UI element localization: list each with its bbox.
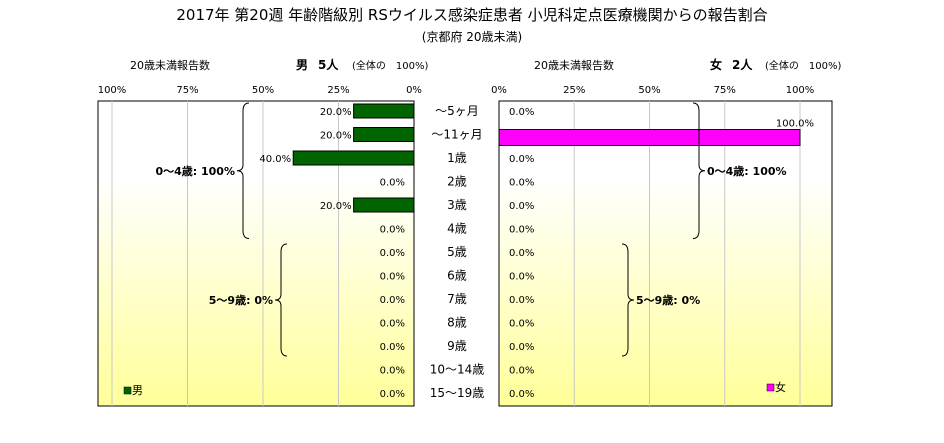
- male-bar: [353, 127, 415, 142]
- right-header-sex: 女: [710, 57, 722, 72]
- category-label: 5歳: [447, 245, 467, 259]
- female-data-label: 0.0%: [509, 319, 534, 330]
- chart-subtitle: (京都府 20歳未満): [422, 29, 522, 44]
- male-data-label: 0.0%: [380, 248, 405, 259]
- male-data-label: 0.0%: [380, 178, 405, 189]
- right-tick-label: 50%: [638, 85, 660, 96]
- male-data-label: 20.0%: [320, 201, 352, 212]
- left-tick-label: 100%: [98, 85, 127, 96]
- right-tick-label: 0%: [491, 85, 507, 96]
- male-data-label: 0.0%: [380, 389, 405, 400]
- female-data-label: 0.0%: [509, 201, 534, 212]
- male-data-label: 0.0%: [380, 225, 405, 236]
- legend-label-male: 男: [132, 384, 143, 397]
- category-label: 7歳: [447, 292, 467, 306]
- male-data-label: 20.0%: [320, 131, 352, 142]
- right-header-label: 20歳未満報告数: [534, 59, 614, 72]
- female-data-label: 0.0%: [509, 178, 534, 189]
- right-tick-label: 25%: [563, 85, 585, 96]
- right-group-label: 5～9歳: 0%: [636, 293, 700, 307]
- female-bar: [498, 129, 801, 146]
- left-plot-area: [97, 100, 415, 407]
- female-data-label: 100.0%: [776, 119, 814, 130]
- female-data-label: 0.0%: [509, 248, 534, 259]
- male-bar: [292, 150, 415, 166]
- female-data-label: 0.0%: [509, 225, 534, 236]
- female-data-label: 0.0%: [509, 389, 534, 400]
- left-header-count: 5人: [318, 57, 339, 72]
- category-label: ～11ヶ月: [431, 128, 482, 142]
- category-label: 10～14歳: [430, 363, 485, 377]
- right-group-brace: [692, 102, 706, 239]
- male-bar: [353, 197, 415, 213]
- category-label: 2歳: [447, 175, 467, 189]
- left-group-brace: [236, 102, 250, 239]
- right-group-brace: [621, 243, 635, 357]
- category-label: 15～19歳: [430, 386, 485, 400]
- left-group-label: 0～4歳: 100%: [155, 164, 235, 178]
- female-data-label: 0.0%: [509, 107, 534, 118]
- left-tick-label: 50%: [252, 85, 274, 96]
- left-header-sex: 男: [296, 58, 308, 72]
- male-data-label: 0.0%: [380, 319, 405, 330]
- right-group-label: 0～4歳: 100%: [707, 164, 787, 178]
- left-group-brace: [274, 243, 288, 357]
- right-header-total: (全体の 100%): [765, 59, 841, 72]
- category-label: 6歳: [447, 269, 467, 283]
- right-tick-label: 100%: [786, 85, 815, 96]
- category-label: 3歳: [447, 198, 467, 212]
- category-label: 9歳: [447, 339, 467, 353]
- male-data-label: 0.0%: [380, 366, 405, 377]
- female-data-label: 0.0%: [509, 272, 534, 283]
- right-plot-area: [498, 100, 833, 407]
- female-data-label: 0.0%: [509, 154, 534, 165]
- male-data-label: 20.0%: [320, 107, 352, 118]
- female-data-label: 0.0%: [509, 342, 534, 353]
- legend-swatch-female: [766, 383, 775, 392]
- right-header-count: 2人: [732, 57, 753, 72]
- left-group-label: 5～9歳: 0%: [209, 293, 273, 307]
- male-bar: [353, 103, 415, 119]
- category-label: 4歳: [447, 222, 467, 236]
- category-label: 8歳: [447, 316, 467, 330]
- male-data-label: 0.0%: [380, 342, 405, 353]
- left-tick-label: 0%: [406, 85, 422, 96]
- chart-marks: 100% 75% 50% 25% 0% 0% 25% 50% 75% 100% ～5ヶ月 ～11ヶ月 1…: [98, 85, 815, 400]
- category-label: 1歳: [447, 151, 467, 165]
- right-tick-label: 75%: [714, 85, 736, 96]
- legend-label-female: 女: [775, 380, 786, 394]
- chart-title: 2017年 第20週 年齢階級別 RSウイルス感染症患者 小児科定点医療機関から…: [176, 6, 767, 24]
- left-header-label: 20歳未満報告数: [130, 59, 210, 72]
- left-tick-label: 75%: [176, 85, 198, 96]
- male-data-label: 0.0%: [380, 295, 405, 306]
- male-data-label: 0.0%: [380, 272, 405, 283]
- female-data-label: 0.0%: [509, 366, 534, 377]
- category-label: ～5ヶ月: [435, 104, 479, 118]
- female-data-label: 0.0%: [509, 295, 534, 306]
- left-header-total: (全体の 100%): [352, 59, 428, 72]
- male-data-label: 40.0%: [259, 154, 291, 165]
- legend-swatch-male: [123, 386, 132, 395]
- left-tick-label: 25%: [327, 85, 349, 96]
